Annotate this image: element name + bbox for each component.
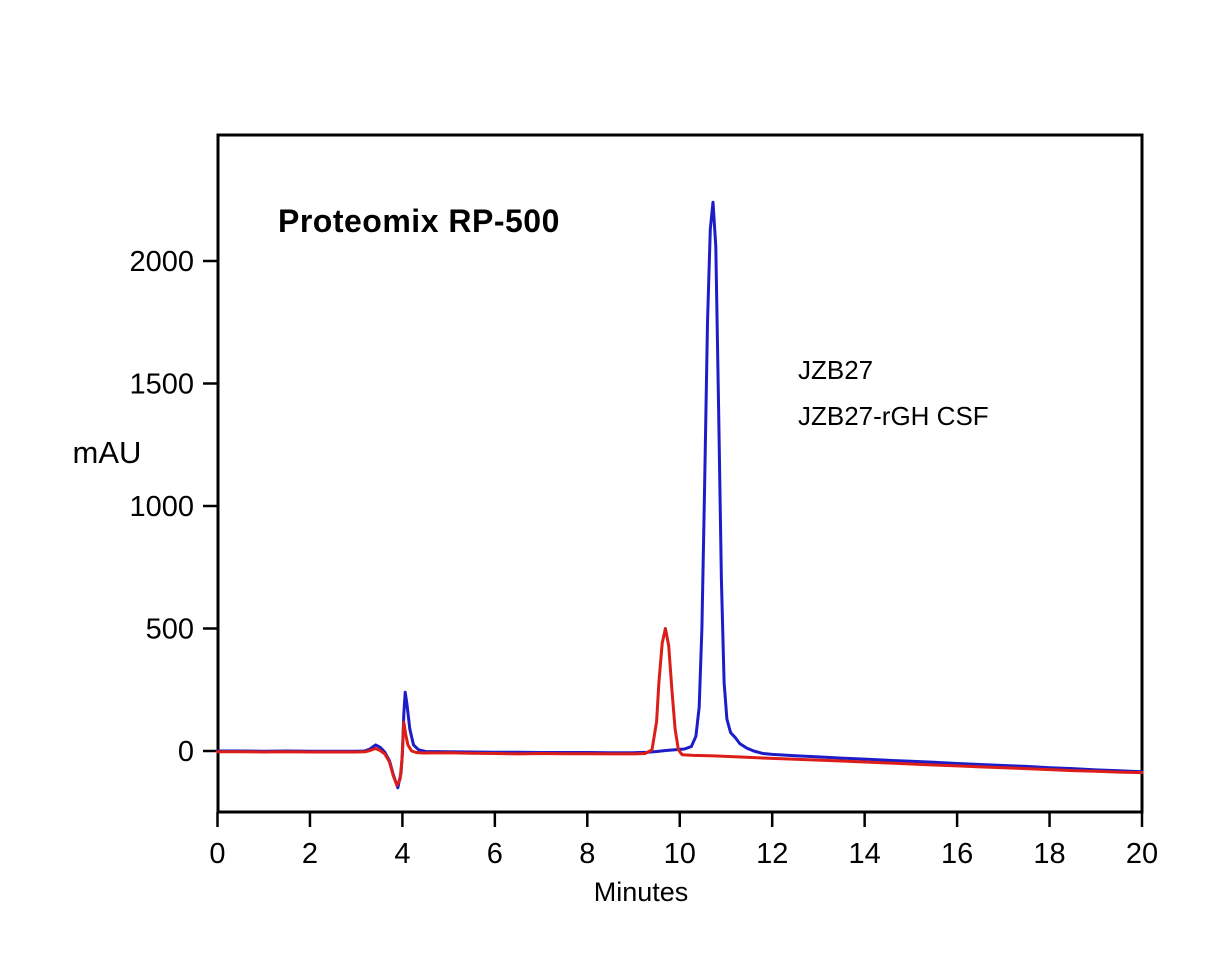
x-tick-label: 20 bbox=[1126, 838, 1158, 870]
x-tick-label: 8 bbox=[579, 838, 595, 870]
y-tick-label: 500 bbox=[146, 614, 194, 646]
trace-jzb27 bbox=[216, 627, 1144, 787]
x-tick-label: 18 bbox=[1033, 838, 1065, 870]
x-tick-label: 14 bbox=[849, 838, 881, 870]
legend-jzb27: JZB27 bbox=[798, 355, 873, 385]
y-tick-label: 2000 bbox=[129, 246, 194, 278]
x-tick-label: 4 bbox=[394, 838, 410, 870]
y-tick-label: 1500 bbox=[129, 369, 194, 401]
x-tick-label: 10 bbox=[664, 838, 696, 870]
chart-title: Proteomix RP-500 bbox=[278, 203, 560, 239]
y-axis-label: mAU bbox=[73, 435, 142, 470]
y-tick-label: 1000 bbox=[129, 491, 194, 523]
chromatogram-traces bbox=[216, 200, 1144, 790]
x-tick-label: 12 bbox=[756, 838, 788, 870]
trace-jzb27-rgh-csf bbox=[216, 200, 1144, 790]
x-axis-ticks: 0 2 4 6 8 10 12 14 16 18 20 bbox=[209, 812, 1158, 870]
x-tick-label: 6 bbox=[487, 838, 503, 870]
y-tick-label: 0 bbox=[178, 736, 194, 768]
x-axis-label: Minutes bbox=[594, 877, 689, 907]
legend-jzb27-rgh-csf: JZB27-rGH CSF bbox=[798, 401, 989, 431]
x-tick-label: 16 bbox=[941, 838, 973, 870]
x-tick-label: 0 bbox=[209, 838, 225, 870]
y-axis-ticks: 0 500 1000 1500 2000 bbox=[129, 246, 218, 768]
x-tick-label: 2 bbox=[302, 838, 318, 870]
